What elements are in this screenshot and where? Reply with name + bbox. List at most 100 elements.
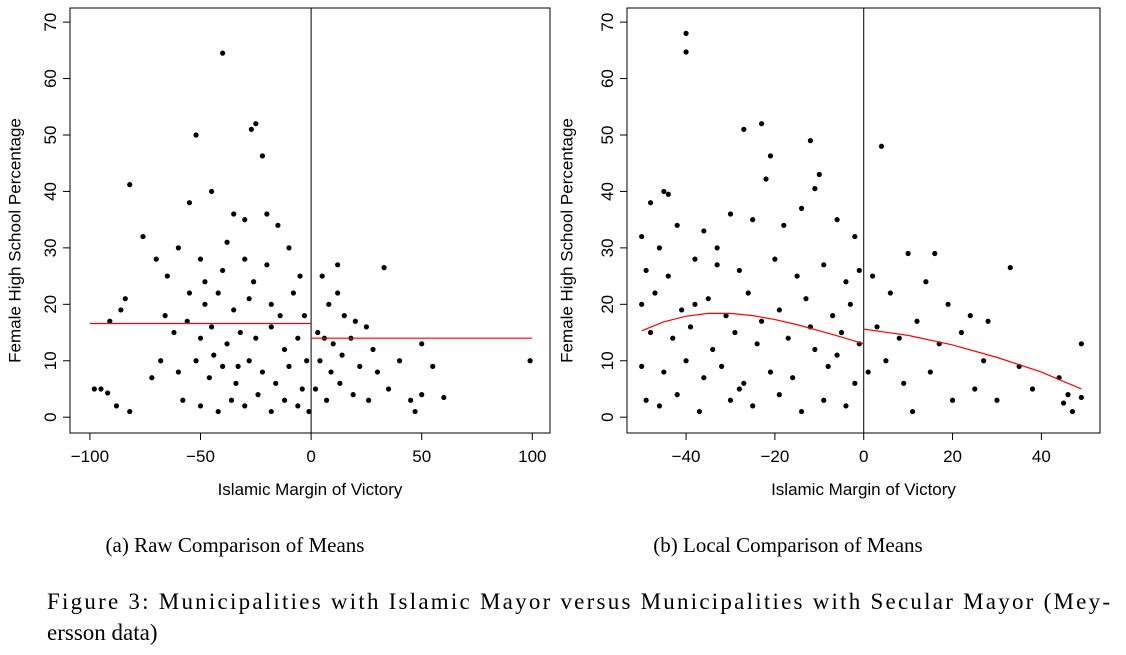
point [242,256,248,262]
point [834,217,840,223]
point [665,191,671,197]
x-tick-label: 0 [859,447,868,466]
x-tick-label: −40 [672,447,701,466]
point [896,335,902,341]
x-axis-label: Islamic Margin of Victory [771,480,956,499]
point [193,358,199,364]
point [750,217,756,223]
point [215,408,221,415]
point [687,324,694,330]
subcaption: (b) Local Comparison of Means [653,533,922,557]
point [220,363,226,369]
point [113,403,120,409]
point [208,188,215,195]
point [381,265,387,271]
point [1078,394,1084,401]
point [1060,400,1067,406]
point [242,403,248,409]
y-tick-label: 10 [41,351,60,370]
point [335,290,341,296]
y-tick-label: 70 [41,13,60,32]
point [233,380,239,386]
point [816,171,822,178]
point [905,250,911,257]
point [337,380,343,386]
point [235,363,241,369]
point [949,397,956,403]
point [932,250,938,257]
x-tick-label: 100 [518,447,546,466]
point [776,392,782,398]
y-tick-label: 40 [41,182,60,201]
point [736,386,742,392]
point [692,256,698,262]
point [1078,341,1084,347]
point [326,301,332,307]
y-tick-label: 20 [598,295,617,314]
point [656,245,663,251]
point [754,341,760,347]
point [714,245,720,251]
y-tick-label: 30 [41,238,60,257]
point [812,186,818,192]
x-tick-label: −50 [186,447,215,466]
point [184,318,190,324]
point [727,211,734,217]
point [887,290,893,296]
point [727,397,734,403]
point [843,279,849,285]
point [710,346,716,353]
point [852,233,858,240]
point [741,380,747,386]
point [798,408,805,415]
point [268,324,274,330]
point [253,121,259,127]
point [237,329,243,336]
fit-line [863,328,1082,390]
y-tick-label: 30 [598,238,617,257]
point [202,279,208,285]
point [701,228,707,234]
point [647,200,654,206]
point [661,369,667,375]
point [736,267,742,274]
point [366,397,372,403]
point [781,222,787,228]
point [385,386,392,392]
point [295,403,301,409]
point [339,352,345,358]
plot-frame [69,7,551,434]
x-tick-label: 20 [943,447,962,466]
point [290,290,297,296]
point [215,290,221,296]
point [825,363,831,369]
point [856,267,862,274]
point [812,346,818,353]
point [656,403,663,409]
point [211,352,217,358]
point [330,341,336,347]
point [107,318,113,324]
point [180,397,186,403]
point [275,222,281,228]
point [870,273,876,279]
point [231,211,237,217]
point [661,188,667,195]
x-tick-label: 50 [412,447,431,466]
subcaption: (a) Raw Comparison of Means [106,533,365,557]
point [1007,265,1013,271]
point [527,358,533,364]
point [639,233,645,240]
x-tick-label: 40 [1032,447,1051,466]
point [301,313,308,319]
point [171,329,177,336]
point [758,121,765,127]
point [304,358,310,364]
point [1069,408,1076,415]
point [683,30,689,36]
point [202,301,208,307]
point [419,341,425,347]
point [242,217,248,223]
point [246,358,252,364]
point [767,369,774,375]
